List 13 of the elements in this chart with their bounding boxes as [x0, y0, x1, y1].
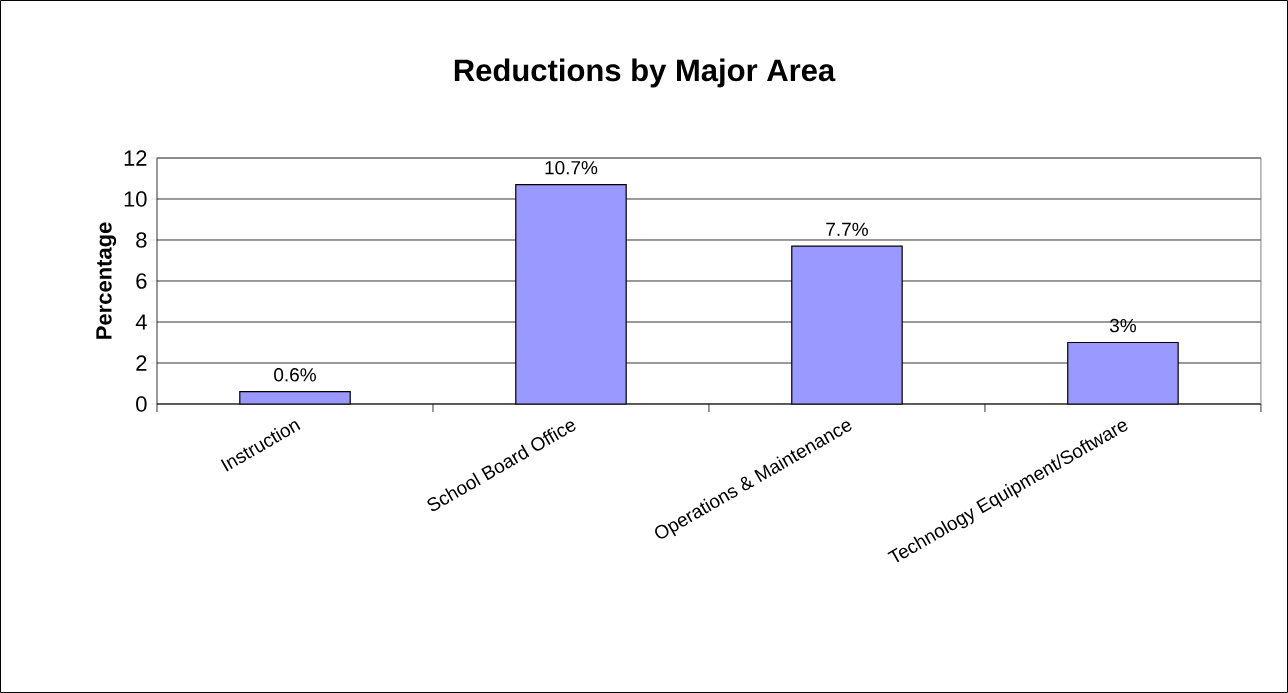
- y-tick-label: 0: [136, 396, 147, 412]
- y-tick-label: 6: [136, 273, 147, 289]
- data-label: 3%: [1109, 318, 1136, 333]
- y-tick-label: 4: [135, 314, 147, 330]
- data-label: 10.7%: [545, 160, 598, 175]
- data-label: 7.7%: [826, 222, 868, 236]
- chart-title: Reductions by Major Area: [454, 58, 836, 88]
- y-tick-label: 12: [124, 150, 147, 166]
- data-label: 0.6%: [274, 368, 316, 382]
- y-tick-label: 8: [136, 232, 147, 248]
- y-tick-label: 10: [124, 191, 147, 207]
- y-tick-label: 2: [136, 355, 147, 371]
- y-axis-title: Percentage: [96, 222, 117, 339]
